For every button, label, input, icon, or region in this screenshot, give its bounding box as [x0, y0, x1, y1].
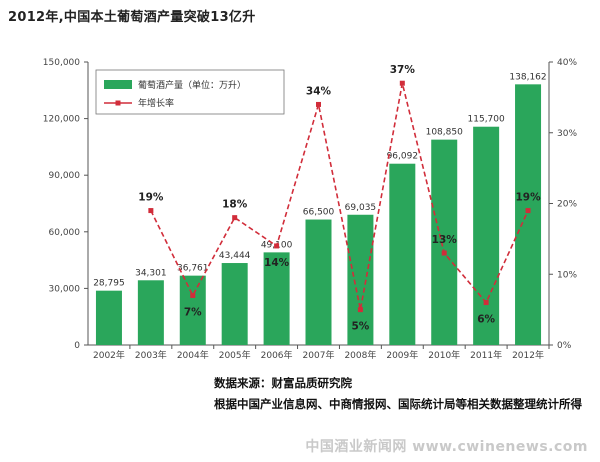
bar: [431, 139, 458, 345]
x-axis-tick-label: 2005年: [219, 349, 251, 361]
bar: [221, 263, 248, 345]
growth-rate-marker: [274, 243, 280, 249]
bar: [95, 290, 122, 345]
bar: [305, 219, 332, 345]
growth-rate-label: 7%: [184, 306, 202, 318]
bar-value-label: 96,092: [387, 152, 419, 162]
growth-rate-label: 13%: [432, 234, 458, 246]
bar-value-label: 66,500: [303, 208, 335, 218]
bar: [179, 275, 206, 345]
right-axis-tick-label: 40%: [557, 58, 577, 68]
left-axis-tick-label: 150,000: [43, 58, 80, 68]
growth-rate-label: 14%: [264, 257, 290, 269]
legend-box: [95, 69, 285, 115]
bar-value-label: 138,162: [509, 72, 546, 82]
growth-rate-label: 37%: [390, 64, 416, 76]
growth-rate-label: 6%: [477, 314, 495, 326]
growth-rate-label: 18%: [222, 199, 248, 211]
bar: [389, 163, 416, 345]
right-axis-tick-label: 30%: [557, 129, 577, 139]
growth-rate-marker: [148, 208, 154, 214]
bar-value-label: 108,850: [426, 128, 463, 138]
bar-value-label: 28,795: [93, 279, 125, 289]
x-axis-tick-label: 2007年: [303, 349, 335, 361]
x-axis-tick-label: 2003年: [135, 349, 167, 361]
growth-rate-line: [150, 83, 529, 310]
left-axis-tick-label: 0: [74, 341, 80, 351]
x-axis-tick-label: 2012年: [512, 349, 544, 361]
bar-value-label: 69,035: [345, 203, 377, 213]
right-axis-tick-label: 0%: [557, 341, 572, 351]
growth-rate-marker: [399, 80, 405, 86]
bar-value-label: 115,700: [468, 115, 505, 125]
growth-rate-marker: [441, 250, 447, 256]
x-axis-tick-label: 2009年: [386, 349, 418, 361]
bar: [347, 214, 374, 345]
x-axis-tick-label: 2008年: [344, 349, 376, 361]
legend-swatch-production: [104, 80, 132, 89]
x-axis-tick-label: 2011年: [470, 349, 502, 361]
left-axis-tick-label: 30,000: [49, 284, 81, 294]
bar: [515, 84, 542, 346]
legend-label-growth: 年增长率: [138, 97, 174, 109]
right-axis-tick-label: 20%: [557, 200, 577, 210]
growth-rate-marker: [483, 300, 489, 306]
data-source: 数据来源：财富品质研究院: [214, 376, 352, 390]
bar: [263, 252, 290, 345]
left-axis-tick-label: 60,000: [49, 228, 81, 238]
bar-value-label: 43,444: [219, 251, 251, 261]
legend-swatch-growth-marker: [115, 100, 121, 106]
left-axis-tick-label: 120,000: [43, 115, 80, 125]
bar-value-label: 34,301: [135, 268, 167, 278]
x-axis-tick-label: 2004年: [177, 349, 209, 361]
bar: [473, 126, 500, 345]
data-source-note: 根据中国产业信息网、中商情报网、国际统计局等相关数据整理统计所得: [214, 397, 582, 411]
right-axis-tick-label: 10%: [557, 270, 577, 280]
growth-rate-label: 34%: [306, 85, 332, 97]
x-axis-tick-label: 2006年: [261, 349, 293, 361]
watermark: 中国酒业新闻网 www.cwinenews.com: [305, 439, 588, 455]
bar-value-label: 36,761: [177, 264, 209, 274]
legend-label-production: 葡萄酒产量（单位：万升）: [138, 79, 246, 91]
x-axis-tick-label: 2010年: [428, 349, 460, 361]
growth-rate-marker: [357, 307, 363, 313]
growth-rate-label: 5%: [351, 321, 369, 333]
growth-rate-marker: [190, 292, 196, 298]
growth-rate-label: 19%: [138, 192, 164, 204]
growth-rate-marker: [232, 215, 238, 221]
bar: [137, 280, 164, 345]
left-axis-tick-label: 90,000: [49, 171, 81, 181]
chart-title: 2012年,中国本土葡萄酒产量突破13亿升: [8, 10, 256, 25]
growth-rate-marker: [316, 101, 321, 107]
growth-rate-marker: [525, 208, 531, 214]
x-axis-tick-label: 2002年: [93, 349, 125, 361]
growth-rate-label: 19%: [515, 192, 541, 204]
